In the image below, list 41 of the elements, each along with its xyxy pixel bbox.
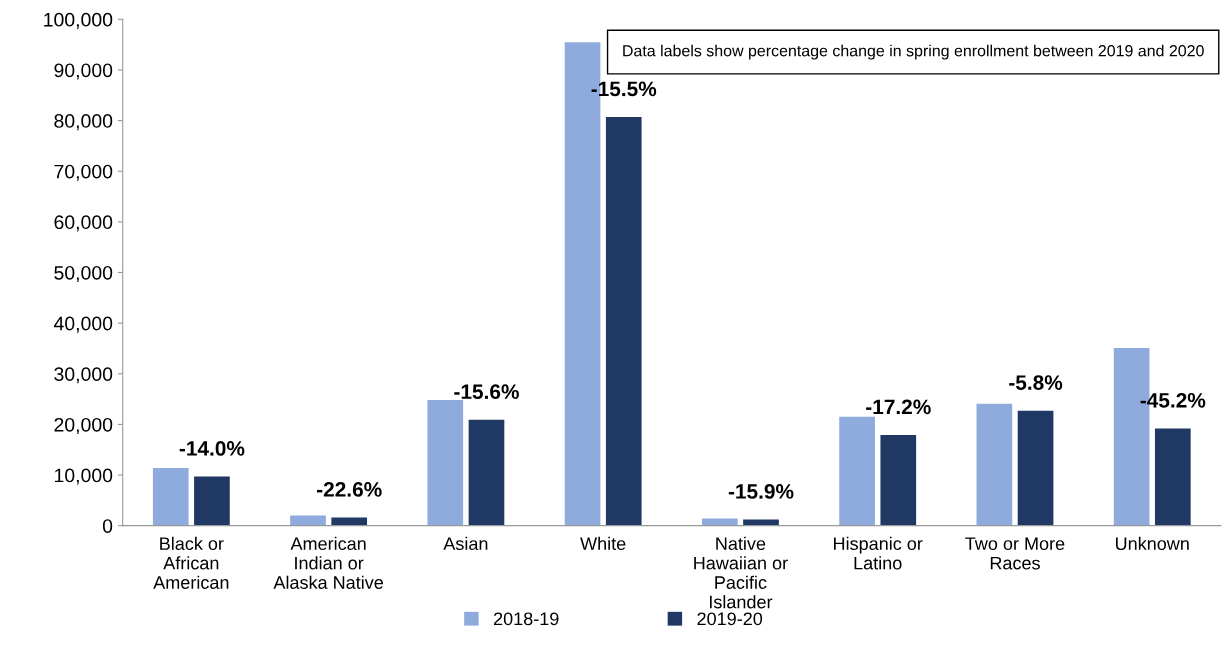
- x-tick-label: Asian: [443, 536, 488, 551]
- bar: [290, 515, 326, 526]
- bar: [427, 400, 464, 526]
- annotation: -14.0%: [179, 441, 245, 456]
- annotation: -15.5%: [591, 81, 657, 97]
- bar: [152, 467, 189, 526]
- bar: [605, 117, 642, 526]
- y-tick-label: 40,000: [53, 316, 113, 333]
- legend-label: 2019-20: [697, 612, 763, 626]
- annotation: -22.6%: [317, 482, 382, 497]
- bar: [1154, 428, 1191, 526]
- annotation: -17.2%: [866, 399, 931, 415]
- x-tick-label: Black or African American: [153, 536, 229, 589]
- annotation: -45.2%: [1140, 392, 1206, 408]
- bar: [194, 476, 230, 526]
- bar: [1017, 410, 1054, 526]
- x-tick-label: Hispanic or Latino: [834, 536, 923, 570]
- bar: [839, 416, 875, 526]
- y-tick-label: 30,000: [54, 367, 113, 384]
- x-tick-label: Unknown: [1115, 536, 1189, 551]
- bar: [468, 419, 505, 526]
- legend-label: 2018-19: [493, 612, 559, 626]
- annotation: -5.8%: [1009, 375, 1063, 390]
- bar: [976, 403, 1013, 526]
- y-tick-label: 100,000: [44, 12, 113, 29]
- y-tick-label: 20,000: [54, 417, 113, 434]
- x-tick-label: American Indian or Alaska Native: [273, 536, 383, 589]
- annotation: -15.6%: [454, 384, 519, 400]
- y-tick-label: 90,000: [54, 63, 113, 80]
- y-tick-label: 70,000: [54, 164, 113, 181]
- annotation: -15.9%: [728, 484, 794, 499]
- annotation: Data labels show percentage change in spring enrollment between 2019 and 2020: [623, 44, 1204, 60]
- y-tick-label: 10,000: [54, 468, 113, 485]
- y-tick-label: 50,000: [54, 265, 113, 283]
- y-tick-label: 80,000: [54, 114, 113, 131]
- x-tick-label: Native Hawaiian or Pacific Islander: [694, 536, 788, 609]
- bar: [880, 435, 917, 526]
- x-tick-label: White: [580, 536, 626, 551]
- y-tick-label: 0: [102, 519, 113, 533]
- x-tick-label: Two or More Races: [965, 537, 1065, 570]
- y-tick-label: 60,000: [54, 215, 113, 232]
